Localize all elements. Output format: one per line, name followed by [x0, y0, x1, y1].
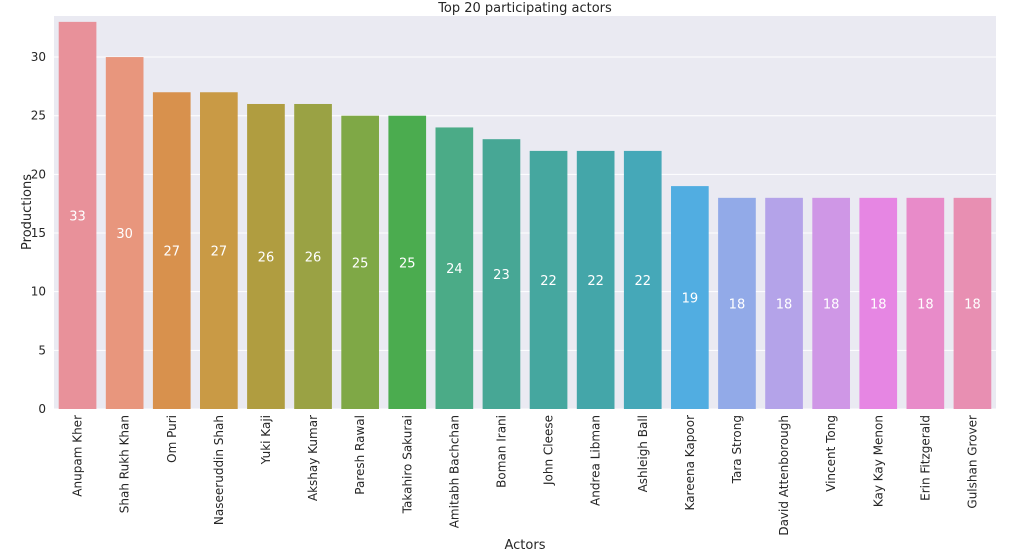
x-tick-label: Gulshan Grover — [965, 415, 979, 509]
bar — [718, 197, 756, 409]
x-tick-label: Naseeruddin Shah — [212, 415, 226, 525]
x-tick-label: David Attenborough — [777, 415, 791, 536]
y-tick-label: 20 — [31, 167, 46, 181]
x-tick-label: Yuki Kaji — [259, 415, 273, 465]
bar-value-label: 22 — [587, 274, 604, 289]
bar — [671, 186, 709, 409]
bar — [247, 103, 285, 409]
bar-value-label: 30 — [116, 227, 133, 242]
x-tick-label: Shah Rukh Khan — [118, 415, 132, 513]
x-tick-label: Kay Kay Menon — [871, 415, 885, 507]
bar-value-label: 26 — [258, 250, 275, 265]
bar — [105, 57, 144, 410]
bar-value-label: 18 — [823, 297, 840, 312]
value-labels: 33 30 27 27 26 26 25 25 24 23 22 22 22 19 18 18 18 18 18 18 — [69, 209, 980, 312]
y-axis-ticks: 0 5 10 15 20 25 30 — [31, 50, 46, 416]
bar — [953, 197, 992, 409]
bar — [576, 150, 615, 409]
x-tick-label: Boman Irani — [494, 415, 508, 488]
y-tick-label: 5 — [38, 343, 46, 357]
y-tick-label: 15 — [31, 226, 46, 240]
y-tick-label: 30 — [31, 50, 46, 64]
x-tick-label: Kareena Kapoor — [683, 415, 697, 511]
x-tick-label: Om Puri — [165, 415, 179, 463]
x-tick-label: Erin Fitzgerald — [918, 415, 932, 501]
x-tick-label: Vincent Tong — [824, 415, 838, 492]
y-axis-label: Productions — [20, 174, 35, 250]
bar — [152, 92, 191, 410]
y-tick-label: 10 — [31, 285, 46, 299]
bar-value-label: 18 — [964, 297, 981, 312]
x-tick-label: Paresh Rawal — [353, 415, 367, 495]
x-tick-label: Ashleigh Ball — [636, 415, 650, 492]
bar-value-label: 23 — [493, 268, 510, 283]
bar-value-label: 26 — [305, 250, 322, 265]
y-tick-label: 25 — [31, 109, 46, 123]
bar-value-label: 18 — [870, 297, 887, 312]
x-tick-label: Takahiro Sakurai — [400, 415, 414, 514]
x-tick-label: John Cleese — [542, 415, 556, 486]
bar-value-label: 24 — [446, 262, 463, 277]
bar-value-label: 18 — [776, 297, 793, 312]
bar-value-label: 19 — [682, 292, 699, 307]
bar-value-label: 18 — [917, 297, 934, 312]
bar — [294, 103, 332, 409]
bar — [765, 197, 803, 409]
bar-value-label: 22 — [540, 274, 557, 289]
x-tick-label: Amitabh Bachchan — [447, 415, 461, 528]
x-axis-label: Actors — [505, 538, 546, 553]
bar — [812, 197, 850, 409]
bar — [200, 92, 238, 410]
bar — [388, 115, 427, 409]
x-tick-label: Andrea Libman — [589, 415, 603, 506]
bar — [529, 150, 568, 409]
bar-value-label: 25 — [399, 256, 416, 271]
x-tick-label: Anupam Kher — [71, 415, 85, 497]
x-axis-ticks: Anupam Kher Shah Rukh Khan Om Puri Naseerud… — [71, 415, 980, 536]
bar — [859, 197, 898, 409]
bar — [58, 21, 97, 410]
bar — [341, 115, 379, 409]
bar-value-label: 22 — [634, 274, 651, 289]
bar — [623, 150, 662, 409]
x-tick-label: Tara Strong — [730, 415, 744, 484]
bar — [482, 139, 521, 409]
bars — [58, 21, 992, 410]
bar-value-label: 27 — [163, 245, 180, 260]
bar-value-label: 25 — [352, 256, 369, 271]
x-tick-label: Akshay Kumar — [306, 415, 320, 501]
chart-title: Top 20 participating actors — [437, 1, 612, 16]
bar — [906, 197, 945, 409]
bar — [435, 127, 474, 410]
bar-value-label: 33 — [69, 209, 86, 224]
bar-value-label: 27 — [211, 245, 228, 260]
y-tick-label: 0 — [38, 402, 46, 416]
bar-value-label: 18 — [729, 297, 746, 312]
